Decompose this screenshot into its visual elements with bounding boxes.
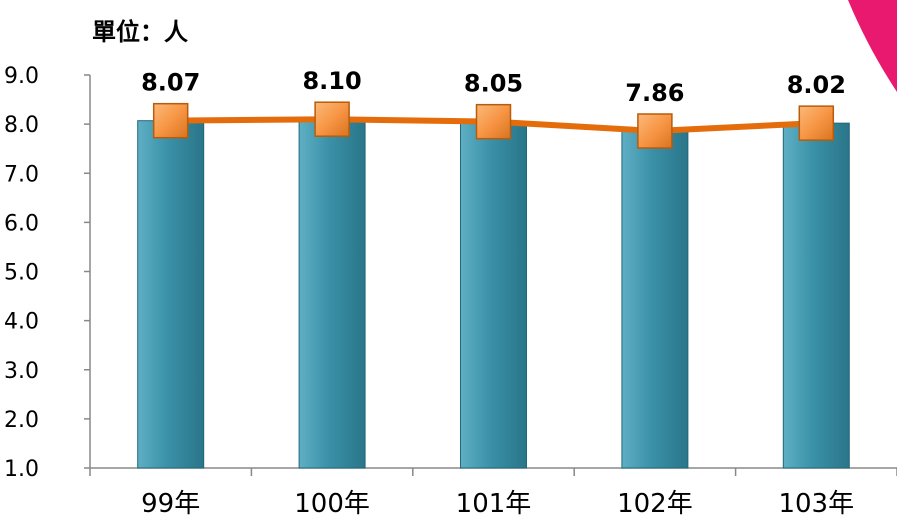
bar xyxy=(298,118,366,469)
y-tick-label: 7.0 xyxy=(4,162,39,187)
unit-label: 單位：人 xyxy=(92,18,188,46)
y-tick-label: 6.0 xyxy=(4,211,39,236)
y-tick-label: 5.0 xyxy=(4,261,39,286)
line-marker xyxy=(798,105,835,141)
y-tick-label: 8.0 xyxy=(4,113,39,138)
data-label: 8.02 xyxy=(787,71,846,99)
data-label: 8.05 xyxy=(464,70,523,98)
corner-accent-shape xyxy=(848,0,897,92)
y-tick-label: 1.0 xyxy=(4,457,39,482)
y-tick-label: 3.0 xyxy=(4,359,39,384)
line-marker xyxy=(637,113,673,149)
x-tick-label: 100年 xyxy=(294,489,370,519)
line-marker xyxy=(152,102,189,139)
line-marker xyxy=(314,101,350,137)
x-tick-label: 103年 xyxy=(778,489,854,519)
bar xyxy=(460,121,527,469)
line-marker xyxy=(475,103,512,140)
x-tick-label: 102年 xyxy=(617,489,693,519)
y-tick-label: 2.0 xyxy=(4,408,39,433)
data-label: 8.07 xyxy=(141,69,200,97)
bar xyxy=(621,130,689,469)
data-label: 7.86 xyxy=(625,79,684,107)
y-tick-label: 4.0 xyxy=(4,310,39,335)
y-tick-label: 9.0 xyxy=(4,64,39,89)
x-tick-label: 99年 xyxy=(141,489,200,519)
x-tick-label: 101年 xyxy=(456,489,532,519)
bar xyxy=(782,122,850,469)
data-label: 8.10 xyxy=(302,67,361,95)
bar xyxy=(137,120,205,469)
